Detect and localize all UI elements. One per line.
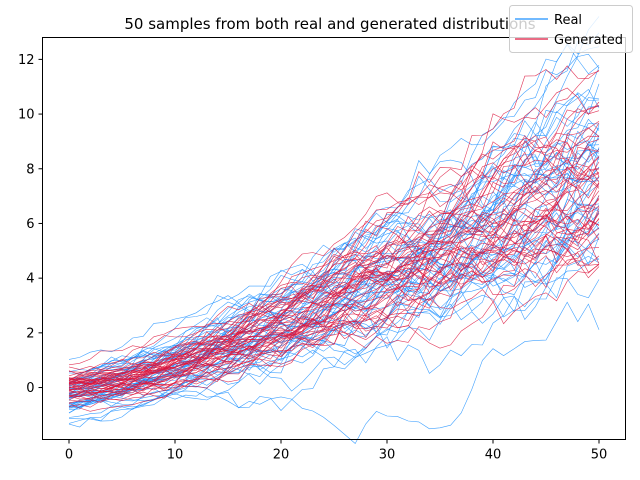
- generated-sample-line: [68, 207, 600, 390]
- real-sample-line: [68, 195, 600, 428]
- real-sample-line: [68, 137, 600, 398]
- generated-sample-line: [68, 135, 600, 382]
- generated-sample-line: [68, 121, 600, 384]
- generated-sample-line: [68, 157, 600, 384]
- generated-sample-line: [68, 168, 600, 403]
- generated-sample-line: [68, 190, 600, 377]
- generated-sample-line: [68, 208, 600, 396]
- generated-sample-line: [68, 211, 600, 412]
- real-sample-line: [68, 43, 600, 396]
- generated-sample-line: [68, 182, 600, 397]
- x-axis: 0 10 20 30 40 50: [65, 439, 608, 463]
- real-sample-line: [68, 198, 600, 414]
- real-sample-line: [68, 301, 600, 444]
- generated-sample-line: [68, 127, 600, 400]
- generated-sample-line: [68, 259, 600, 391]
- y-axis: 0 2 4 6 8 10 12: [18, 53, 43, 396]
- real-sample-line: [68, 135, 600, 407]
- series-generated-group: [68, 65, 600, 412]
- generated-sample-line: [68, 244, 600, 399]
- generated-sample-line: [68, 207, 600, 381]
- real-sample-line: [68, 130, 600, 383]
- real-sample-line: [68, 97, 600, 360]
- generated-sample-line: [68, 70, 600, 390]
- generated-sample-line: [68, 176, 600, 383]
- real-sample-line: [68, 16, 600, 385]
- generated-sample-line: [68, 65, 600, 394]
- plot-frame: [42, 37, 626, 440]
- x-tick-label: 0: [65, 448, 73, 463]
- x-tick-label: 30: [379, 448, 396, 463]
- x-tick-label: 50: [591, 448, 608, 463]
- real-sample-line: [68, 133, 600, 394]
- generated-sample-line: [68, 263, 600, 392]
- y-tick-label: 6: [26, 217, 34, 232]
- series-real-group: [68, 16, 600, 444]
- generated-sample-line: [68, 139, 600, 384]
- y-tick-label: 12: [18, 53, 35, 68]
- legend-label-real: Real: [554, 13, 582, 28]
- generated-sample-line: [68, 141, 600, 404]
- y-tick-label: 10: [18, 108, 35, 123]
- legend: Real Generated: [509, 5, 633, 53]
- generated-sample-line: [68, 135, 600, 394]
- y-tick-label: 0: [26, 381, 34, 396]
- generated-sample-line: [68, 87, 600, 381]
- real-sample-line: [68, 88, 600, 387]
- real-sample-line: [68, 92, 600, 385]
- y-tick-label: 2: [26, 326, 34, 341]
- generated-sample-line: [68, 190, 600, 393]
- chart-title: 50 samples from both real and generated …: [124, 15, 535, 33]
- legend-box: [509, 5, 633, 53]
- y-tick-label: 8: [26, 162, 34, 177]
- legend-label-generated: Generated: [554, 33, 623, 48]
- x-tick-label: 20: [273, 448, 290, 463]
- real-sample-line: [68, 44, 600, 399]
- real-sample-line: [68, 203, 600, 407]
- x-tick-label: 40: [485, 448, 502, 463]
- generated-sample-line: [68, 233, 600, 400]
- real-sample-line: [68, 206, 600, 397]
- y-tick-label: 4: [26, 272, 34, 287]
- generated-sample-line: [68, 248, 600, 379]
- real-sample-line: [68, 53, 600, 390]
- x-tick-label: 10: [167, 448, 184, 463]
